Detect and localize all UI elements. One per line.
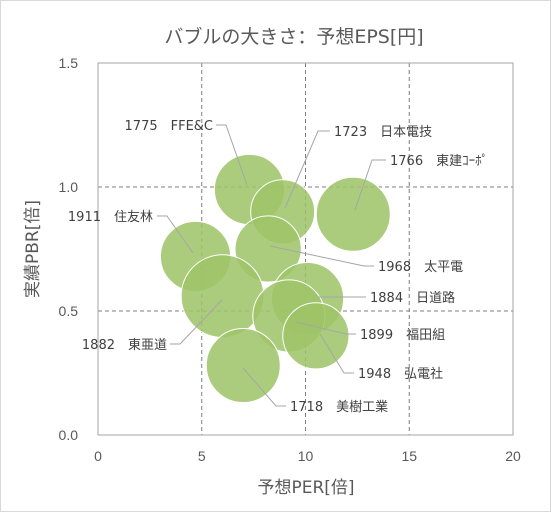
x-tick-labels: 0 5 10 15 20 [94,448,521,464]
label-leader-line [157,215,194,254]
y-tick-label: 1.0 [59,179,79,195]
label-leaders [157,124,386,407]
bubble [234,215,302,283]
data-label: 1775 FFE&C [125,119,213,134]
x-tick-label: 10 [298,448,314,464]
bubble [180,254,265,338]
label-leader-line [216,124,248,186]
bubble [315,176,391,252]
y-tick-label: 0.5 [59,303,79,319]
label-leader-line [242,367,286,407]
bubbles [159,153,391,404]
label-leader-line [284,130,330,209]
y-tick-label: 0.0 [59,427,79,443]
data-label: 1948 弘電社 [358,366,443,382]
label-leader-line [269,245,374,267]
label-leader-line [319,333,354,374]
data-label: 1884 日道路 [370,290,455,306]
y-tick-labels: 0.0 0.5 1.0 1.5 [59,55,79,443]
label-leader-line [170,299,223,345]
x-tick-label: 5 [198,448,206,464]
data-label: 1723 日本電技 [334,125,432,140]
x-tick-label: 0 [94,448,102,464]
x-tick-label: 15 [401,448,417,464]
label-leader-line [295,321,356,335]
x-axis-label: 予想PER[倍] [257,478,354,498]
data-label: 1766 東建ｺｰﾎﾟ [390,153,488,169]
bubble [282,302,350,370]
label-leader-line [354,159,386,211]
y-axis-label: 実績PBR[倍] [23,200,43,298]
x-tick-label: 20 [505,448,521,464]
data-label: 1882 東亜道 [82,337,167,353]
chart-title: バブルの大きさ：予想EPS[円] [164,25,423,48]
data-label: 1911 住友林 [68,209,153,225]
plot-area [97,62,514,436]
bubble [205,328,281,404]
data-label: 1899 福田組 [360,328,445,343]
data-labels: 1775 FFE&C 1723 日本電技 1766 東建ｺｰﾎﾟ 1911 住友林 19… [68,119,488,415]
data-label: 1968 太平電 [378,260,463,275]
data-label: 1718 美樹工業 [290,399,388,415]
y-tick-label: 1.5 [59,55,79,71]
